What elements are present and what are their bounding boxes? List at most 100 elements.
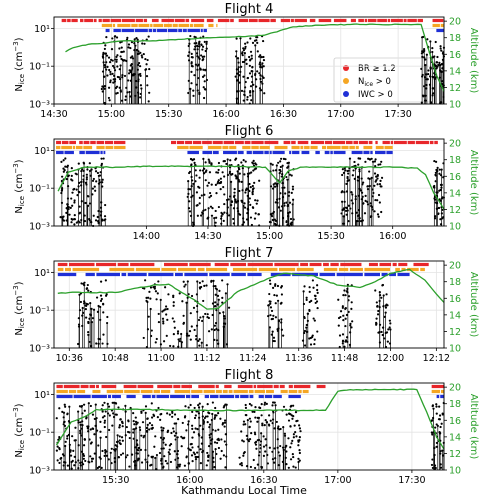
nice-point [422,48,426,51]
nice-point [97,444,100,447]
nice-point [206,451,209,455]
nice-point [347,204,350,207]
nice-point [135,86,138,89]
nice-point [205,284,208,287]
nice-point [435,67,438,70]
nice-point [266,462,269,465]
nice-point [248,55,251,59]
nice-point [67,174,71,177]
nice-point [358,170,361,173]
y-right-tick-label: 14 [449,66,461,77]
nice-point [185,301,188,304]
nice-point [369,202,372,205]
nice-point [189,403,192,407]
nice-point [201,450,204,454]
nice-point [92,214,95,217]
nice-point [105,450,108,453]
nice-point [108,99,111,102]
nice-point [280,175,283,178]
nice-point [302,302,306,306]
nice-point [366,200,369,203]
nice-point [207,454,210,458]
nice-point [143,287,146,290]
nice-point [189,34,192,38]
nice-point [236,90,239,93]
nice-point [378,291,381,294]
nice-point [194,180,197,183]
nice-point [65,211,68,214]
nice-point [422,85,426,88]
nice-point [202,68,205,71]
nice-point [71,218,74,221]
nice-point [344,209,348,212]
nice-point [102,303,105,306]
nice-point [91,187,95,190]
nice-point [254,466,257,470]
nice-point [193,453,196,456]
nice-point [127,79,130,82]
nice-point [215,414,218,417]
nice-point [181,300,184,303]
nice-point [194,427,197,430]
nice-point [254,167,258,170]
nice-point [303,344,307,347]
nice-point [70,221,73,224]
nice-point [101,70,105,73]
nice-point [142,52,145,56]
nice-point [277,319,281,322]
nice-point [189,214,193,217]
nice-point [224,292,228,295]
nice-point [436,61,439,64]
y-right-tick-label: 18 [449,33,461,44]
nice-point [116,445,119,448]
nice-point [119,64,122,67]
nice-point [100,201,103,204]
nice-point [246,95,249,99]
nice-point [289,458,293,461]
nice-point [113,35,116,38]
nice-point [294,430,297,434]
nice-point [111,401,114,404]
nice-point [240,161,243,164]
y-left-tick-label: 10⁻³ [29,344,50,355]
nice-point [187,423,190,426]
nice-point [104,203,107,207]
nice-point [108,61,112,64]
nice-point [439,174,443,177]
nice-point [116,440,119,443]
nice-point [251,191,254,194]
nice-point [375,175,378,178]
nice-point [118,435,121,438]
nice-point [193,416,197,420]
nice-point [120,420,124,423]
nice-point [265,421,268,424]
nice-point [337,298,340,301]
nice-point [157,406,160,410]
nice-point [262,65,265,68]
panel-flight-7: Flight 710:36 10:48 11:00 11:12 11:24 11:36 11… [12,246,479,364]
nice-point [165,334,168,337]
nice-point [83,302,86,305]
nice-point [260,403,263,406]
nice-point [341,200,344,203]
nice-point [150,416,154,419]
nice-point [72,449,75,453]
nice-point [314,301,317,305]
nice-point [268,292,271,296]
nice-point [100,466,103,469]
nice-point [187,420,190,423]
nice-point [342,318,345,322]
nice-point [258,63,261,66]
nice-point [103,64,106,67]
nice-point [272,339,275,343]
nice-point [223,193,226,196]
flag-rows [56,384,444,399]
nice-point [244,42,247,45]
nice-point [66,437,69,440]
nice-point [249,216,253,219]
nice-point [201,59,204,62]
nice-point [70,467,73,470]
nice-point [123,74,127,78]
nice-point [342,215,345,218]
